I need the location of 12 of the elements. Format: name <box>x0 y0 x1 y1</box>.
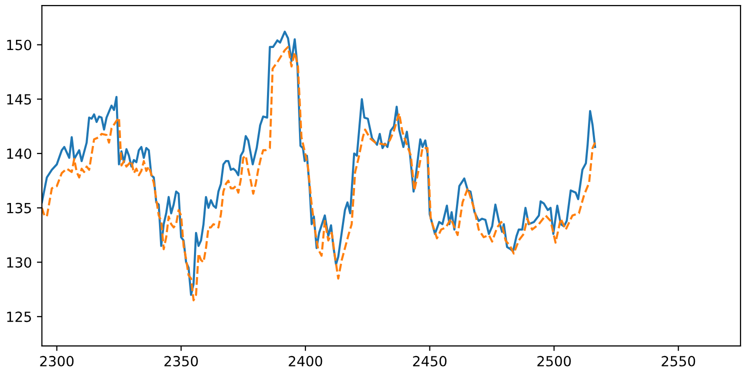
y-tick-label: 125 <box>7 312 31 322</box>
y-tick-label: 140 <box>7 148 32 159</box>
y-tick-label: 135 <box>7 202 31 214</box>
x-tick-label: 2450 <box>413 356 446 366</box>
x-tick-label: 2300 <box>40 356 74 366</box>
x-tick-label: 2400 <box>288 356 322 366</box>
y-tick-label: 150 <box>7 40 32 50</box>
y-tick-label: 145 <box>7 94 31 105</box>
x-tick-label: 2350 <box>164 356 198 366</box>
y-tick-label: 130 <box>7 257 32 268</box>
x-tick-label: 2550 <box>662 356 696 366</box>
x-tick-label: 2500 <box>537 356 571 366</box>
